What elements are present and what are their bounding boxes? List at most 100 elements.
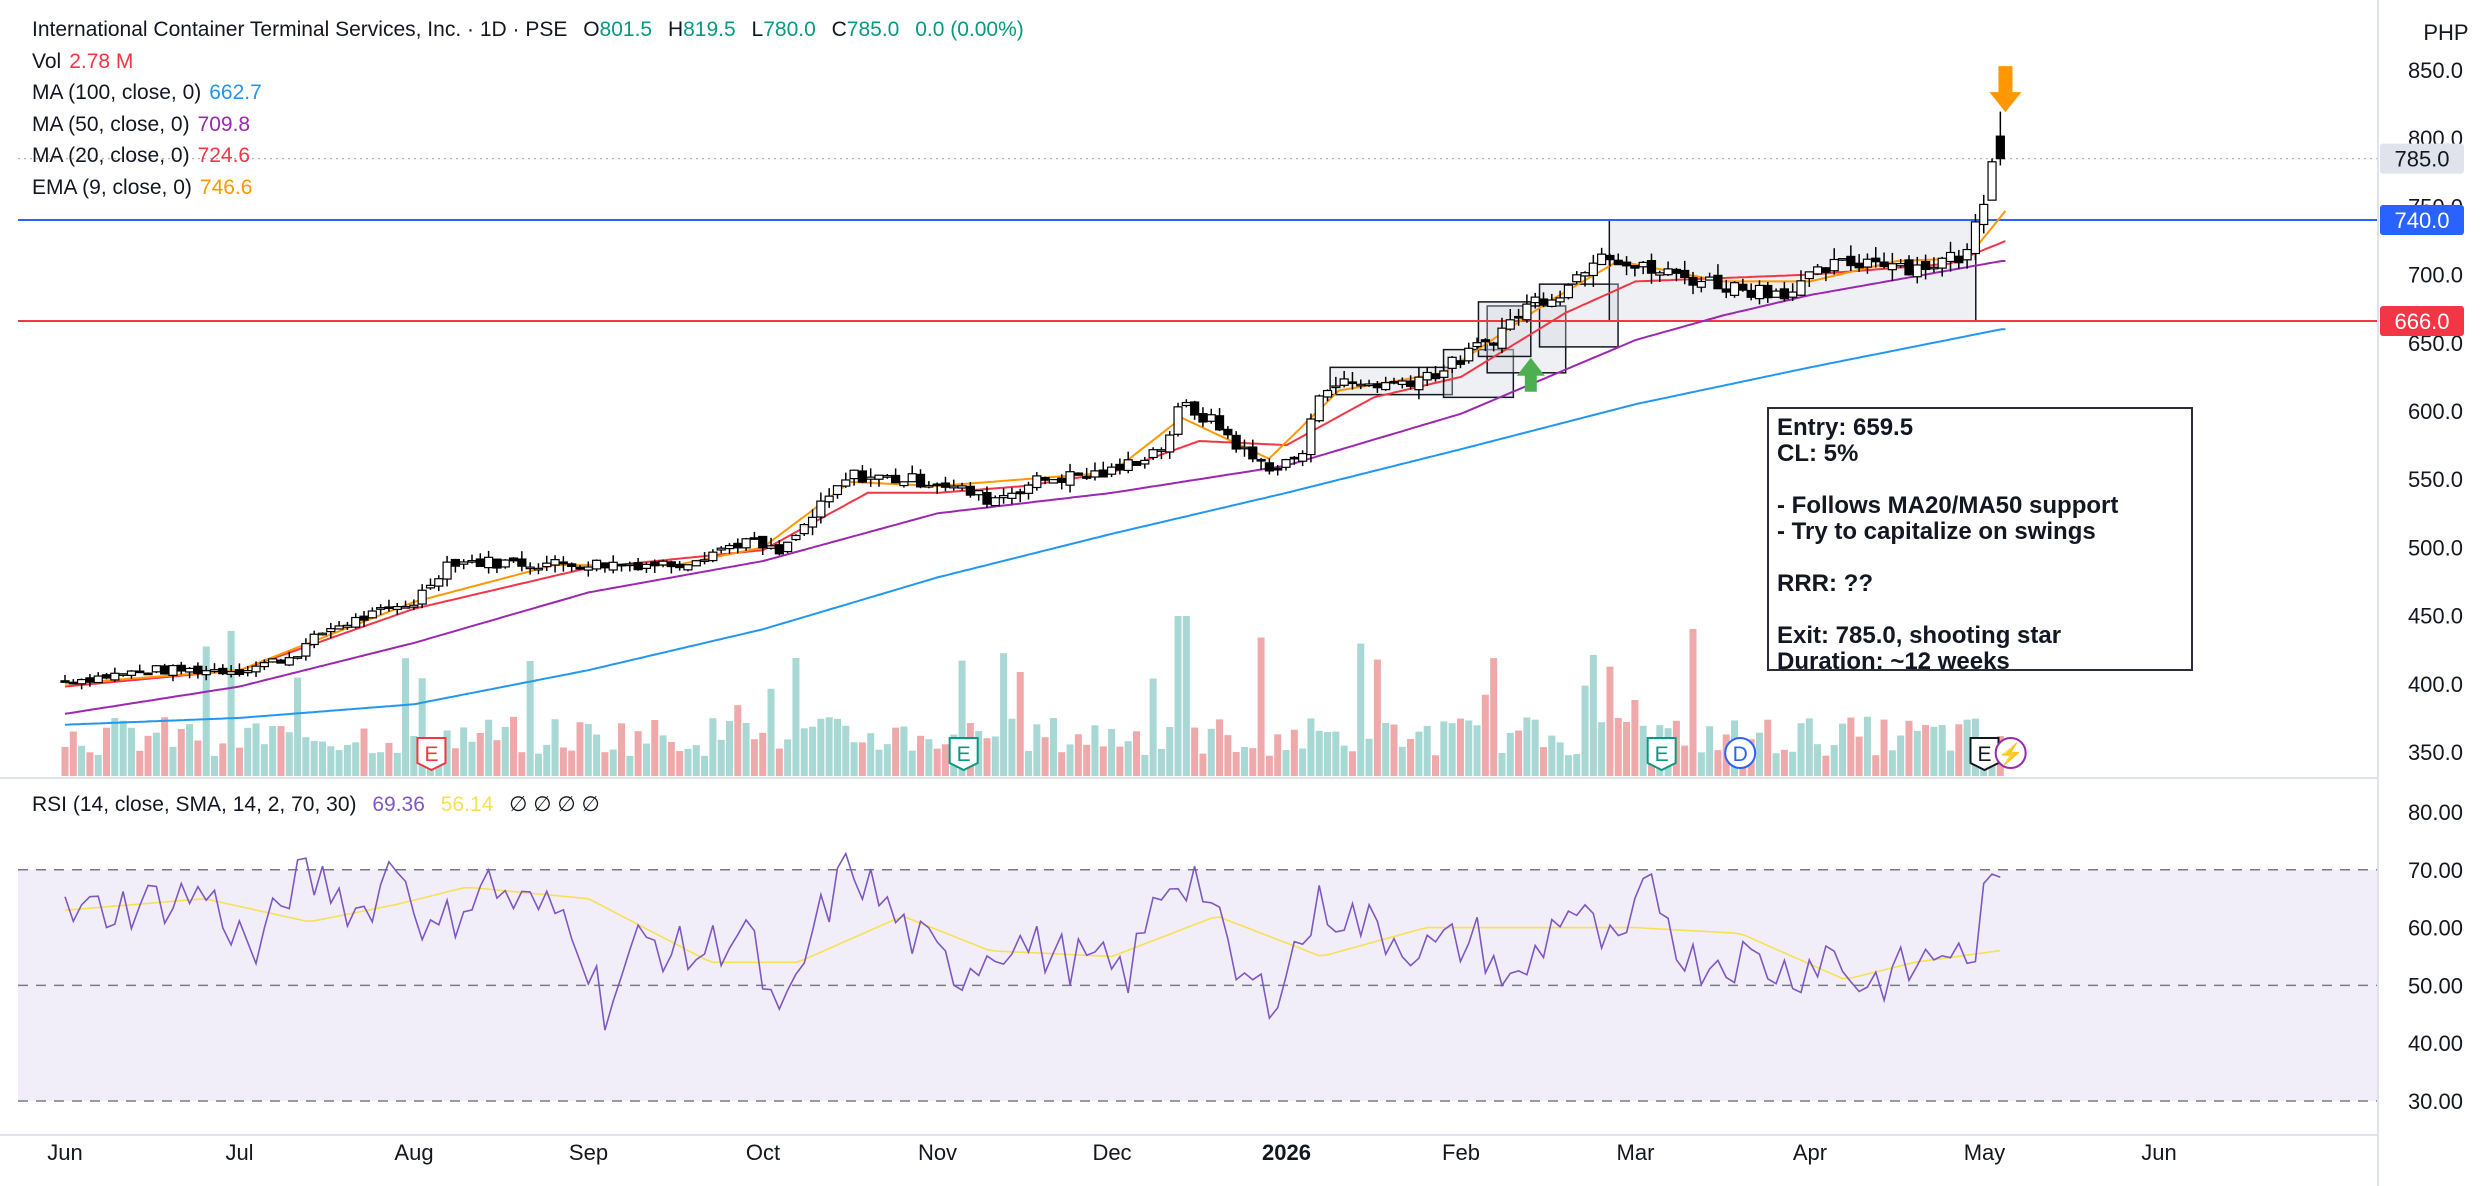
note-line xyxy=(1777,545,2183,571)
volume-bar xyxy=(1432,755,1440,776)
volume-bar xyxy=(86,752,94,776)
volume-bar xyxy=(318,741,326,776)
volume-bar xyxy=(1216,719,1224,776)
volume-bar xyxy=(269,725,277,776)
candle-body xyxy=(1829,258,1839,272)
candle-body xyxy=(982,492,992,505)
time-axis-label: Jul xyxy=(225,1140,253,1165)
volume-bar xyxy=(559,747,567,776)
legend-row-ma50[interactable]: MA (50, close, 0) 709.8 xyxy=(32,109,1024,141)
candle-body xyxy=(882,475,892,478)
volume-bar xyxy=(725,721,733,776)
candle-body xyxy=(1904,259,1914,276)
volume-bar xyxy=(1839,723,1847,776)
volume-bar xyxy=(642,743,650,776)
volume-bar xyxy=(1290,729,1298,776)
candle-body xyxy=(658,560,668,566)
candle-body xyxy=(558,561,568,565)
ohlc-open-label: O xyxy=(583,18,600,41)
candle-body xyxy=(691,560,701,567)
legend-label: MA (50, close, 0) xyxy=(32,112,190,136)
candle-body xyxy=(168,664,178,676)
note-line: CL: 5% xyxy=(1777,440,1859,467)
candle-body xyxy=(1605,254,1615,261)
legend-row-ma100[interactable]: MA (100, close, 0) 662.7 xyxy=(32,77,1024,109)
main-legend: International Container Terminal Service… xyxy=(32,14,1024,203)
volume-bar xyxy=(1340,745,1348,776)
blue-line-tag-bg xyxy=(2380,205,2464,236)
candle-body xyxy=(251,665,261,673)
earnings-marker xyxy=(1969,737,2000,772)
volume-bar xyxy=(1930,726,1938,776)
volume-bar xyxy=(1589,654,1597,776)
candle-body xyxy=(1264,462,1274,472)
candle-body xyxy=(1098,469,1108,478)
candle-body xyxy=(1306,418,1316,456)
volume-bar xyxy=(1132,731,1140,776)
volume-bar xyxy=(1382,723,1390,776)
volume-bar xyxy=(1947,750,1955,776)
volume-bar xyxy=(1897,735,1905,776)
candle-body xyxy=(1148,449,1158,459)
candle-body xyxy=(1356,383,1366,387)
candle-body xyxy=(1223,428,1233,436)
volume-bar xyxy=(1282,750,1290,776)
rsi-tick-label: 70.00 xyxy=(2408,858,2463,883)
candle-body xyxy=(866,476,876,480)
volume-bar xyxy=(584,723,592,776)
volume-bar xyxy=(1872,755,1880,776)
candle-body xyxy=(1322,389,1333,398)
candle-body xyxy=(193,665,203,675)
legend-row-volume[interactable]: Vol 2.78 M xyxy=(32,46,1024,78)
candle-body xyxy=(342,624,353,628)
rsi-legend[interactable]: RSI (14, close, SMA, 14, 2, 70, 30) 69.3… xyxy=(32,792,600,817)
candle-body xyxy=(1489,342,1499,346)
candle-body xyxy=(1630,265,1640,269)
rsi-tick-label: 50.00 xyxy=(2408,973,2463,998)
volume-bar xyxy=(161,717,169,776)
candle-body xyxy=(807,516,818,528)
volume-bar xyxy=(518,752,526,776)
candle-body xyxy=(1455,360,1466,365)
volume-bar xyxy=(1938,725,1946,776)
trade-note-box[interactable]: Entry: 659.5 CL: 5% - Follows MA20/MA50 … xyxy=(1767,407,2193,675)
candle-body xyxy=(1430,373,1441,380)
candle-body xyxy=(1464,347,1474,362)
candle-body xyxy=(1588,262,1598,277)
candle-body xyxy=(1929,266,1939,270)
volume-bar xyxy=(1157,748,1165,776)
candle-body xyxy=(1156,449,1167,452)
candle-body xyxy=(1680,269,1690,279)
volume-bar xyxy=(1706,726,1714,776)
symbol-title[interactable]: International Container Terminal Service… xyxy=(32,18,568,41)
dividend-marker xyxy=(1724,737,1757,769)
candle-body xyxy=(907,473,917,483)
candle-body xyxy=(1298,452,1308,462)
candle-body xyxy=(1871,257,1881,263)
candle-body xyxy=(317,632,328,636)
candle-body xyxy=(1497,327,1507,349)
candle-body xyxy=(1887,263,1897,271)
volume-bar xyxy=(850,742,858,776)
volume-bar xyxy=(202,646,210,776)
volume-bar xyxy=(61,746,69,776)
volume-bar xyxy=(402,658,410,776)
volume-bar xyxy=(908,750,916,776)
volume-bar xyxy=(1714,750,1722,776)
legend-row-ma20[interactable]: MA (20, close, 0) 724.6 xyxy=(32,140,1024,172)
candle-body xyxy=(1339,378,1349,386)
volume-bar xyxy=(1407,738,1415,776)
volume-bar xyxy=(1855,736,1863,776)
candle-body xyxy=(1746,289,1756,298)
volume-bar xyxy=(152,732,160,776)
legend-row-ema9[interactable]: EMA (9, close, 0) 746.6 xyxy=(32,172,1024,204)
volume-bar xyxy=(1083,744,1091,776)
candle-body xyxy=(542,562,552,568)
volume-bar xyxy=(1805,718,1813,776)
volume-bar xyxy=(576,722,584,776)
candle-body xyxy=(292,656,303,659)
volume-bar xyxy=(1448,723,1456,776)
candle-body xyxy=(583,566,593,571)
candle-body xyxy=(1920,260,1931,271)
candle-body xyxy=(675,563,685,569)
